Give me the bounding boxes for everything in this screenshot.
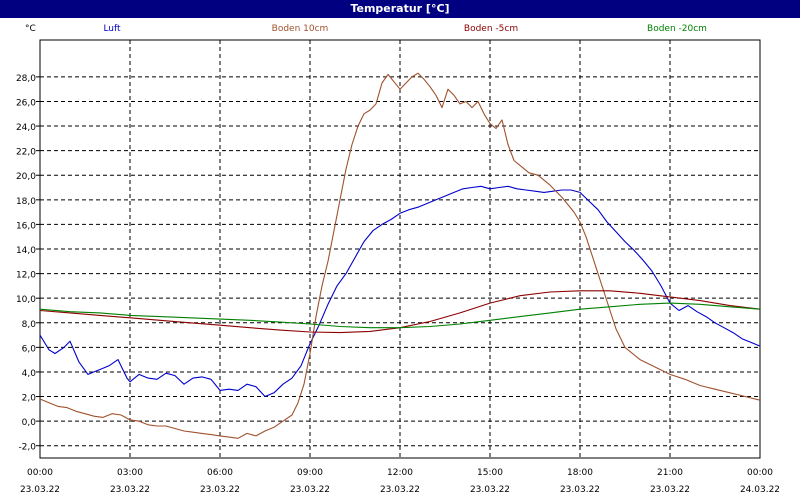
x-tick-time: 15:00: [477, 468, 503, 478]
y-axis-unit-label: °C: [25, 24, 36, 34]
x-tick-date: 23.03.22: [290, 485, 330, 495]
x-tick-date: 23.03.22: [200, 485, 240, 495]
x-tick-date: 23.03.22: [20, 485, 60, 495]
series-line-boden-10cm: [39, 72, 761, 439]
chart-plot: -2,0 0,0 2,0 4,0 6,0 8,0 10,0 12,0 14,0 16,0 18,0 2…: [16, 24, 780, 495]
y-tick-label: 8,0: [22, 320, 37, 330]
chart-title: Temperatur [°C]: [0, 0, 800, 18]
x-tick-date: 23.03.22: [110, 485, 150, 495]
y-tick-label: 24,0: [16, 123, 36, 133]
y-tick-label: 20,0: [16, 172, 36, 182]
x-tick-time: 09:00: [297, 468, 323, 478]
y-tick-label: -2,0: [18, 443, 36, 453]
x-tick-time: 06:00: [207, 468, 233, 478]
y-tick-label: 26,0: [16, 98, 36, 108]
y-tick-label: 10,0: [16, 295, 36, 305]
x-tick-date: 24.03.22: [740, 485, 780, 495]
y-tick-label: 0,0: [22, 418, 37, 428]
y-tick-label: 6,0: [22, 344, 37, 354]
legend-entry: Boden 10cm: [272, 24, 329, 34]
plot-frame: [39, 39, 761, 459]
y-tick-label: 16,0: [16, 221, 36, 231]
x-tick-date: 23.03.22: [470, 485, 510, 495]
x-tick-time: 21:00: [657, 468, 683, 478]
legend-entry: Luft: [103, 24, 121, 34]
x-tick-time: 18:00: [567, 468, 593, 478]
y-tick-label: 2,0: [22, 394, 37, 404]
x-tick-date: 23.03.22: [380, 485, 420, 495]
x-tick-time: 00:00: [27, 468, 53, 478]
series-line-boden-5cm: [39, 290, 761, 334]
x-tick-time: 00:00: [747, 468, 773, 478]
legend-entry: Boden -20cm: [647, 24, 707, 34]
y-tick-label: 22,0: [16, 148, 36, 158]
legend-entry: Boden -5cm: [464, 24, 518, 34]
series-line-boden-20cm: [39, 302, 761, 329]
y-tick-label: 4,0: [22, 369, 37, 379]
x-tick-date: 23.03.22: [650, 485, 690, 495]
y-tick-label: 18,0: [16, 197, 36, 207]
x-tick-date: 23.03.22: [560, 485, 600, 495]
y-tick-label: 28,0: [16, 74, 36, 84]
x-tick-time: 12:00: [387, 468, 413, 478]
x-tick-time: 03:00: [117, 468, 143, 478]
y-tick-label: 14,0: [16, 246, 36, 256]
series-line-luft: [39, 185, 761, 398]
y-tick-label: 12,0: [16, 271, 36, 281]
